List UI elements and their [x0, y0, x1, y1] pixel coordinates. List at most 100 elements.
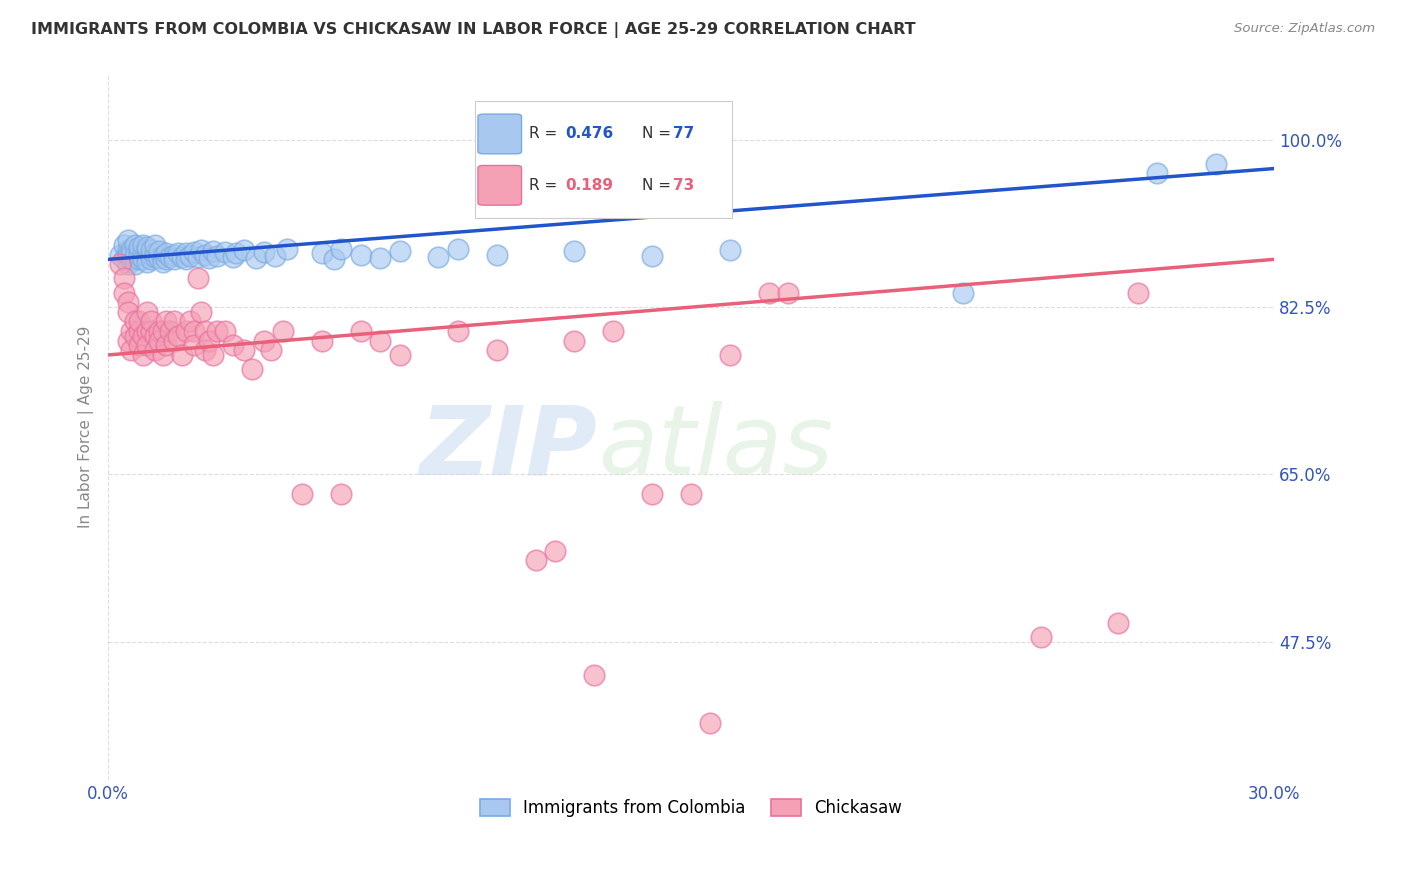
Point: [167, 328, 190, 343]
Point: [132, 252, 155, 267]
Point: [163, 252, 186, 267]
Point: [139, 314, 162, 328]
Point: [174, 252, 197, 267]
Point: [485, 247, 508, 261]
Point: [143, 250, 166, 264]
Point: [124, 257, 146, 271]
Point: [117, 233, 139, 247]
Point: [155, 338, 177, 352]
Point: [117, 305, 139, 319]
Point: [136, 255, 159, 269]
Point: [152, 248, 174, 262]
Point: [330, 242, 353, 256]
Point: [152, 324, 174, 338]
Point: [163, 334, 186, 348]
Point: [718, 348, 741, 362]
Point: [112, 252, 135, 267]
Point: [112, 285, 135, 300]
Point: [1126, 285, 1149, 300]
Point: [1029, 630, 1052, 644]
Text: IMMIGRANTS FROM COLOMBIA VS CHICKASAW IN LABOR FORCE | AGE 25-29 CORRELATION CHA: IMMIGRANTS FROM COLOMBIA VS CHICKASAW IN…: [31, 22, 915, 38]
Point: [112, 238, 135, 252]
Point: [330, 486, 353, 500]
Point: [136, 338, 159, 352]
Point: [322, 252, 344, 267]
Point: [205, 324, 228, 338]
Point: [183, 324, 205, 338]
Point: [112, 271, 135, 285]
Point: [202, 348, 225, 362]
Point: [143, 238, 166, 252]
Point: [108, 257, 131, 271]
Point: [117, 334, 139, 348]
Point: [163, 314, 186, 328]
Point: [163, 247, 186, 261]
Point: [183, 338, 205, 352]
Point: [128, 252, 150, 267]
Point: [194, 343, 217, 358]
Point: [170, 250, 193, 264]
Point: [311, 245, 333, 260]
Point: [117, 243, 139, 257]
Point: [128, 240, 150, 254]
Point: [148, 252, 170, 266]
Point: [524, 553, 547, 567]
Point: [388, 348, 411, 362]
Point: [132, 348, 155, 362]
Point: [718, 243, 741, 257]
Point: [447, 324, 470, 338]
Point: [368, 334, 391, 348]
Point: [121, 247, 143, 261]
Text: Source: ZipAtlas.com: Source: ZipAtlas.com: [1234, 22, 1375, 36]
Point: [350, 247, 373, 261]
Y-axis label: In Labor Force | Age 25-29: In Labor Force | Age 25-29: [79, 326, 94, 528]
Point: [121, 324, 143, 338]
Point: [1205, 157, 1227, 171]
Point: [159, 324, 181, 338]
Point: [1146, 166, 1168, 180]
Point: [128, 243, 150, 257]
Point: [190, 243, 212, 257]
Point: [350, 324, 373, 338]
Point: [124, 238, 146, 252]
Point: [388, 244, 411, 258]
Point: [427, 250, 450, 264]
Point: [291, 486, 314, 500]
Point: [148, 334, 170, 348]
Text: atlas: atlas: [598, 401, 832, 494]
Point: [778, 285, 800, 300]
Point: [252, 244, 274, 259]
Point: [148, 244, 170, 258]
Point: [128, 338, 150, 352]
Point: [143, 245, 166, 260]
Point: [260, 343, 283, 358]
Point: [136, 324, 159, 338]
Point: [582, 668, 605, 682]
Point: [152, 255, 174, 269]
Point: [128, 247, 150, 261]
Point: [205, 248, 228, 262]
Point: [124, 247, 146, 261]
Point: [132, 245, 155, 260]
Point: [136, 250, 159, 264]
Point: [952, 285, 974, 300]
Point: [155, 252, 177, 267]
Point: [136, 305, 159, 319]
Point: [117, 247, 139, 261]
Point: [564, 334, 586, 348]
Point: [641, 486, 664, 500]
Point: [194, 247, 217, 261]
Point: [124, 314, 146, 328]
Point: [139, 247, 162, 261]
Point: [198, 334, 221, 348]
Point: [174, 245, 197, 260]
Point: [121, 343, 143, 358]
Point: [132, 238, 155, 252]
Point: [276, 242, 298, 256]
Point: [139, 324, 162, 338]
Point: [143, 343, 166, 358]
Point: [233, 343, 256, 358]
Point: [152, 348, 174, 362]
Point: [148, 324, 170, 338]
Point: [186, 250, 208, 264]
